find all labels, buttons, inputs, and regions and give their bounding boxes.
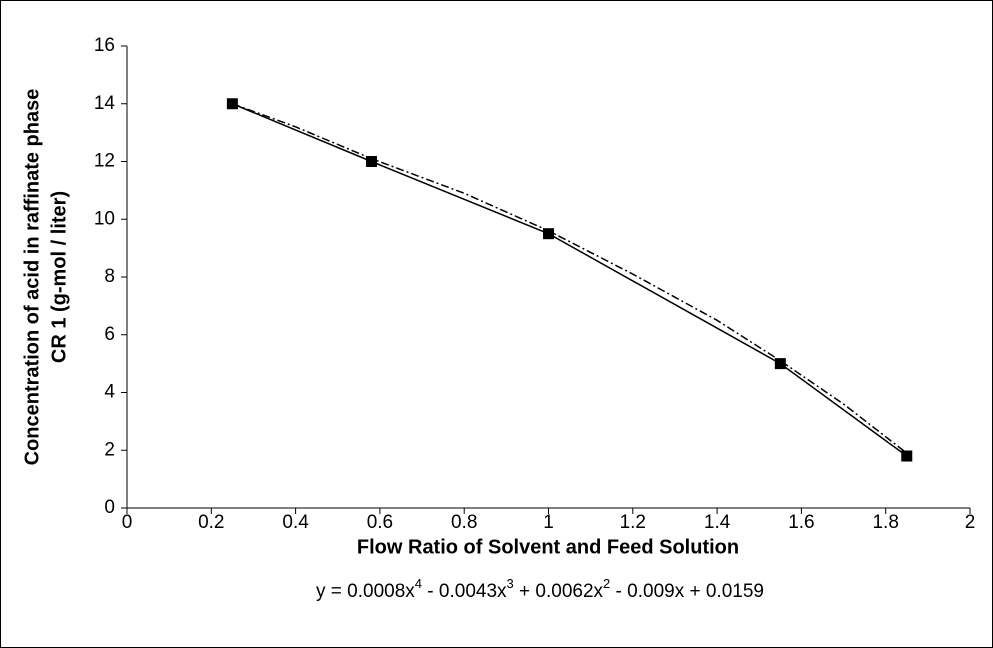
x-axis-label: Flow Ratio of Solvent and Feed Solution	[357, 536, 739, 558]
x-tick-label: 1.6	[788, 512, 814, 533]
equation-part: 4	[415, 576, 422, 591]
equation-part: + 0.0062x	[514, 581, 604, 602]
equation-part: y = 0.0008x	[316, 581, 415, 602]
y-tick-label: 12	[94, 151, 115, 172]
y-tick-label: 0	[104, 497, 115, 518]
y-tick-label: 10	[94, 208, 115, 229]
x-tick-label: 0.8	[451, 512, 477, 533]
y-axis-label: CR 1 (g-mol / liter)	[48, 191, 70, 363]
equation-part: 2	[603, 576, 610, 591]
x-tick-label: 1.2	[620, 512, 646, 533]
equation: y = 0.0008x4 - 0.0043x3 + 0.0062x2 - 0.0…	[316, 576, 764, 602]
x-tick-label: 0	[122, 512, 133, 533]
y-tick-label: 8	[104, 266, 115, 287]
equation-part: - 0.0043x	[422, 581, 507, 602]
trend-line	[232, 103, 908, 454]
y-axis-label: Concentration of acid in raffinate phase	[21, 89, 43, 466]
x-tick-label: 1.8	[872, 512, 898, 533]
marker	[901, 450, 913, 462]
x-tick-label: 2	[965, 512, 976, 533]
equation-part: 3	[507, 576, 514, 591]
marker	[774, 358, 786, 370]
x-tick-label: 1.4	[704, 512, 731, 533]
equation-part: - 0.009x + 0.0159	[610, 581, 764, 602]
x-tick-label: 1	[543, 512, 554, 533]
y-tick-label: 6	[104, 324, 115, 345]
marker	[543, 228, 554, 240]
x-tick-label: 0.2	[198, 512, 224, 533]
x-tick-label: 0.4	[282, 512, 309, 533]
y-tick-label: 4	[104, 382, 115, 403]
x-tick-label: 0.6	[367, 512, 393, 533]
marker	[365, 156, 377, 167]
y-tick-label: 16	[94, 35, 115, 56]
y-tick-label: 2	[104, 439, 115, 460]
y-tick-label: 14	[94, 93, 116, 114]
